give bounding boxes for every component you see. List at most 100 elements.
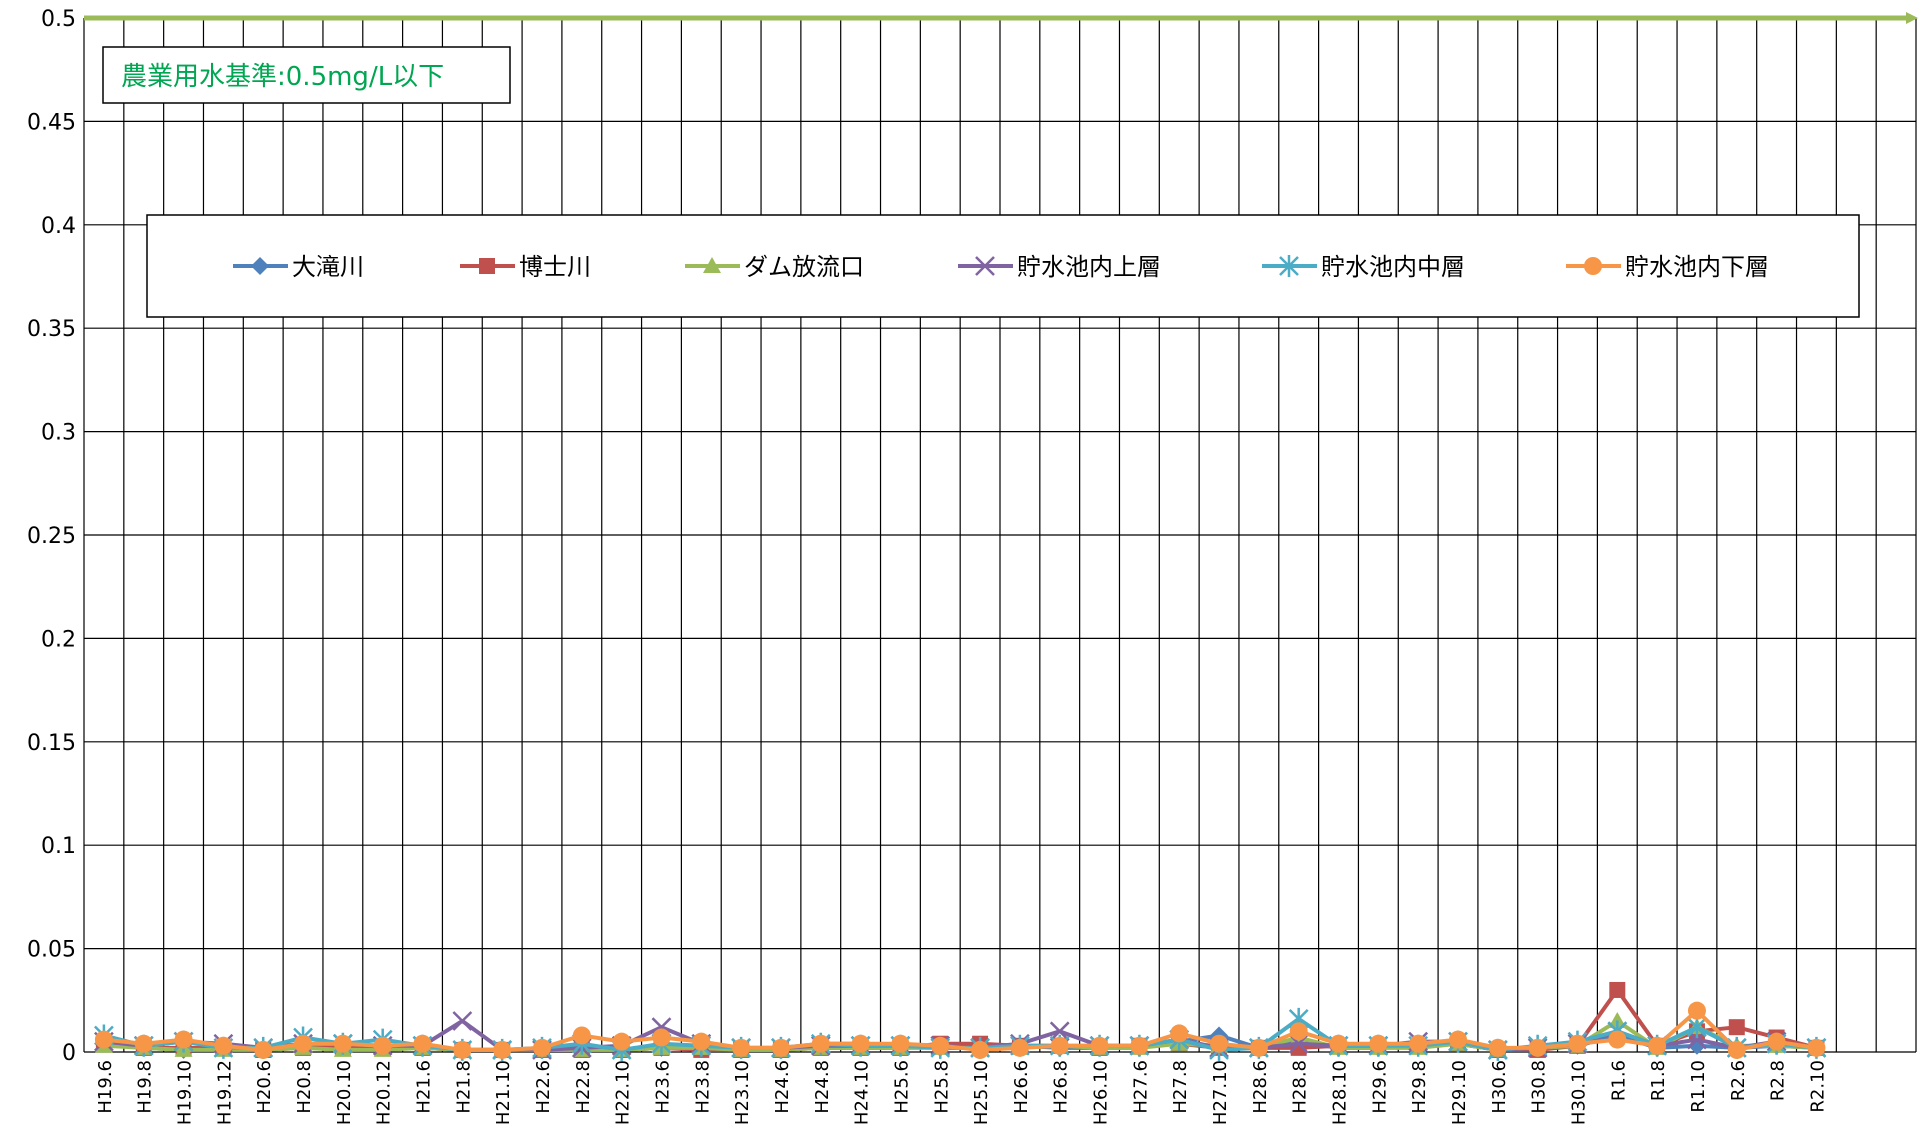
x-tick-label: H23.6 [652,1060,673,1114]
data-point [732,1038,751,1057]
x-tick-label: H21.10 [493,1060,514,1125]
data-point [891,1034,910,1053]
data-point [1609,981,1626,998]
y-tick-label: 0 [62,1041,76,1066]
legend-label: ダム放流口 [744,253,864,281]
x-tick-label: R2.6 [1728,1060,1749,1101]
x-axis: H19.6 H19.8 H19.10 H19.12 H20.6 H20.8 H20.10 H2… [95,1060,1829,1125]
standard-line-group [84,12,1918,24]
data-point [1090,1036,1109,1055]
data-point [1409,1034,1428,1053]
data-point [254,1040,273,1059]
data-point [1449,1030,1467,1049]
data-point [1568,1034,1587,1053]
data-point [1170,1024,1189,1043]
data-point [373,1036,392,1055]
legend-item-1: 大滝川 [233,253,364,281]
data-point [1687,1001,1706,1020]
x-tick-label: H20.8 [294,1060,315,1114]
data-point [971,1040,990,1059]
x-tick-label: H28.10 [1330,1060,1351,1125]
data-point [453,1040,472,1059]
data-point [493,1040,512,1059]
legend-marker [703,257,721,273]
x-tick-label: H21.6 [414,1060,435,1114]
data-point [94,1030,113,1049]
legend-item-2: 博士川 [460,253,591,281]
legend: 大滝川 博士川 ダム放流口 貯水池内上層 貯水池内中層 貯水池内下層 [146,214,1860,318]
x-tick-label: H25.6 [891,1060,912,1114]
x-tick-label: H22.10 [613,1060,634,1125]
x-tick-label: H29.8 [1409,1060,1430,1114]
x-tick-label: H23.8 [692,1060,713,1114]
legend-marker [1584,257,1602,275]
legend-marker [975,256,995,276]
data-point [1050,1036,1069,1055]
x-tick-label: R2.8 [1768,1060,1789,1101]
x-tick-label: H30.8 [1529,1060,1550,1114]
legend-marker [479,258,495,274]
x-tick-label: H19.12 [214,1060,235,1125]
data-point [1767,1032,1786,1051]
x-tick-label: H20.12 [374,1060,395,1125]
x-tick-label: R2.10 [1807,1060,1828,1113]
x-tick-label: H28.8 [1290,1060,1311,1114]
x-tick-label: H19.6 [95,1060,116,1114]
annotation-text: 農業用水基準:0.5mg/L以下 [121,62,444,92]
data-point [1210,1034,1229,1053]
data-point [1289,1022,1308,1041]
data-point [1608,1030,1627,1049]
legend-label: 貯水池内下層 [1625,253,1769,281]
data-point [1488,1038,1507,1057]
y-axis: 0 0.05 0.1 0.15 0.2 0.25 0.3 0.35 0.4 0.45 0.5 [27,7,76,1066]
x-tick-label: H20.6 [254,1060,275,1114]
x-tick-label: H22.8 [573,1060,594,1114]
x-tick-label: H29.10 [1449,1060,1470,1125]
data-point [1329,1034,1348,1053]
series-6 [94,1001,1826,1059]
data-point [134,1034,153,1053]
legend-item-4: 貯水池内上層 [958,253,1161,281]
data-point [811,1034,830,1053]
legend-label: 貯水池内中層 [1321,253,1465,281]
x-tick-label: R1.8 [1648,1060,1669,1101]
data-point [652,1028,671,1047]
y-tick-label: 0.1 [41,834,76,859]
x-tick-label: R1.6 [1608,1060,1629,1101]
grid-lines [83,17,1917,1053]
data-point [1728,1019,1745,1036]
legend-item-3: ダム放流口 [685,253,864,281]
x-tick-label: H19.8 [135,1060,156,1114]
data-point [1249,1038,1268,1057]
x-tick-label: H30.6 [1489,1060,1510,1114]
y-tick-label: 0.3 [41,421,76,446]
data-point [1807,1038,1826,1057]
x-tick-label: R1.10 [1688,1060,1709,1113]
data-point [1010,1038,1029,1057]
x-tick-label: H21.8 [453,1060,474,1114]
data-point [1528,1038,1547,1057]
x-tick-label: H24.8 [812,1060,833,1114]
legend-label: 貯水池内上層 [1017,253,1161,281]
y-tick-label: 0.5 [41,7,76,32]
y-tick-label: 0.25 [27,524,76,549]
x-tick-label: H26.8 [1051,1060,1072,1114]
data-point [771,1038,790,1057]
legend-item-5: 貯水池内中層 [1262,253,1465,281]
data-point [413,1034,432,1053]
y-tick-label: 0.2 [41,627,76,652]
x-tick-label: H24.6 [772,1060,793,1114]
data-point [572,1026,591,1045]
legend-item-6: 貯水池内下層 [1566,253,1769,281]
data-point [1687,1016,1707,1039]
y-tick-label: 0.4 [41,214,76,239]
data-point [1608,1011,1627,1028]
data-point [333,1034,352,1053]
data-point [1369,1034,1388,1053]
legend-label: 大滝川 [292,253,364,281]
x-tick-label: H25.10 [971,1060,992,1125]
series-group [94,981,1827,1061]
standard-line-arrow [1906,12,1918,24]
x-tick-label: H20.10 [334,1060,355,1125]
data-point [692,1032,711,1051]
